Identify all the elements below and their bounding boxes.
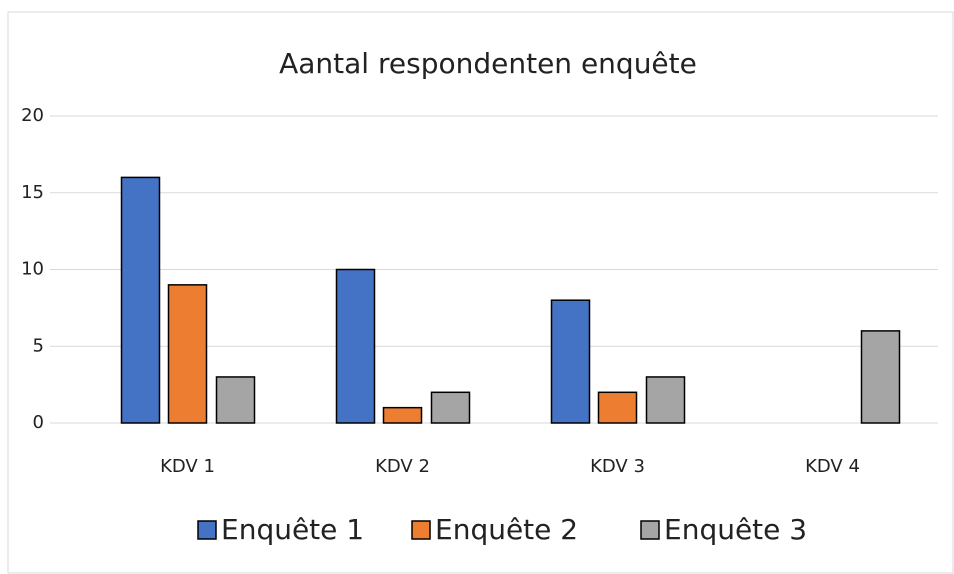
y-tick-label: 15 [21,182,44,203]
legend-label: Enquête 2 [435,513,578,546]
legend-swatch [197,520,217,540]
x-tick-label: KDV 2 [375,456,430,477]
bar [550,299,591,424]
legend-label: Enquête 3 [664,513,807,546]
bar [382,406,423,424]
bar [430,391,471,424]
x-tick-label: KDV 1 [160,456,215,477]
bar [645,376,686,424]
legend-swatch [640,520,660,540]
y-tick-label: 5 [33,335,44,356]
chart-title: Aantal respondenten enquête [279,47,697,80]
legend-swatch [411,520,431,540]
chart-frame [7,11,954,574]
y-tick-label: 20 [21,105,44,126]
bar [335,268,376,424]
y-tick-label: 10 [21,259,44,280]
bar [215,376,256,424]
legend-label: Enquête 1 [221,513,364,546]
x-tick-label: KDV 4 [805,456,860,477]
bar [120,176,161,424]
bar [597,391,638,424]
y-tick-label: 0 [33,412,44,433]
bar [860,330,901,424]
bar [167,284,208,424]
x-tick-label: KDV 3 [590,456,645,477]
